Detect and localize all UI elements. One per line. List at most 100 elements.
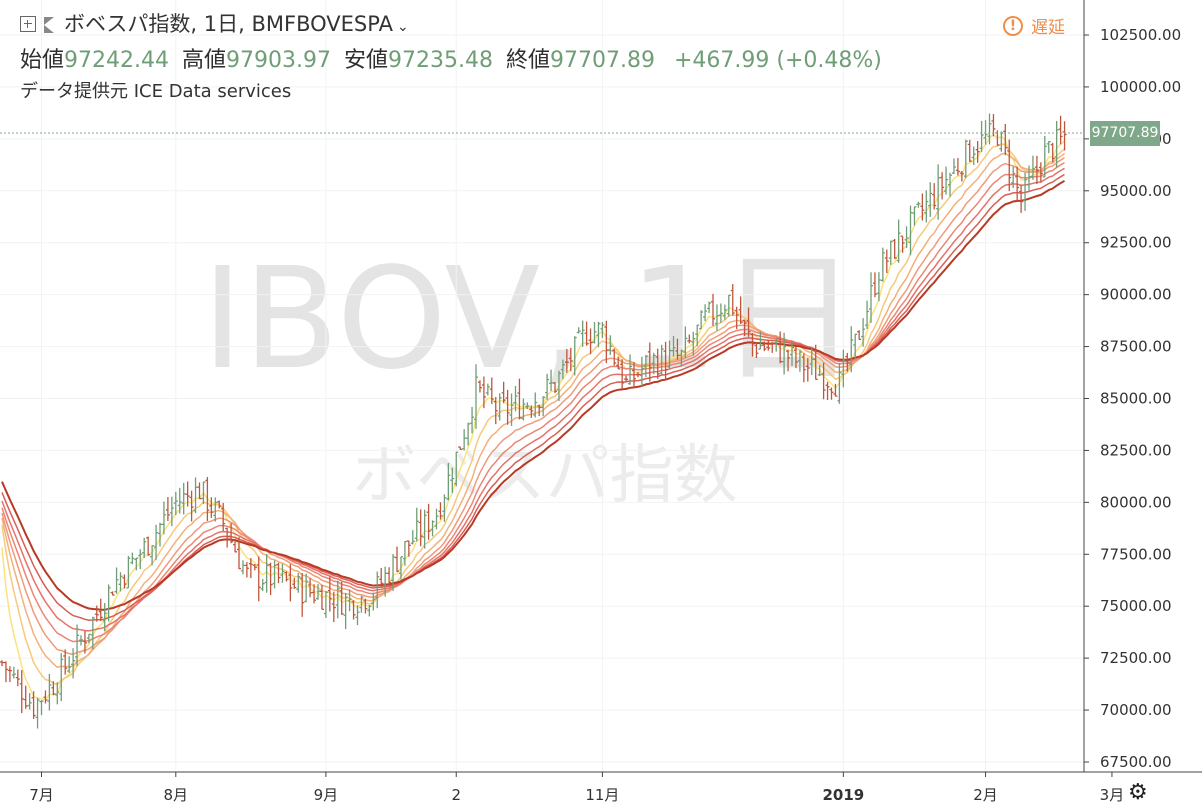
ohlc-bar <box>762 341 767 352</box>
ohlc-bar <box>27 693 32 710</box>
ohlc-bar <box>284 571 289 582</box>
symbol-title[interactable]: ボベスパ指数, 1日, BMFBOVESPA <box>64 12 393 36</box>
ohlc-bar <box>533 392 538 418</box>
symbol-title-row[interactable]: ボベスパ指数, 1日, BMFBOVESPA ⌄ <box>20 8 409 38</box>
ohlc-bar <box>1058 115 1063 145</box>
ohlc-bar <box>240 560 245 575</box>
ohlc-bar <box>71 648 76 679</box>
ohlc-bar <box>1042 135 1047 178</box>
ohlc-bar <box>31 691 36 719</box>
ohlc-bar <box>513 386 518 412</box>
ohlc-bar <box>47 673 52 711</box>
ohlc-bar <box>742 319 747 336</box>
y-tick-label: 85000.00 <box>1100 390 1172 408</box>
ohlc-bar <box>430 520 435 537</box>
ohlc-bar <box>790 341 794 367</box>
ohlc-bar <box>580 320 585 347</box>
y-tick-label: 72500.00 <box>1100 649 1172 667</box>
ma-line-40 <box>1 179 1066 611</box>
ohlc-bar <box>734 306 739 330</box>
ohlc-bar <box>351 600 356 620</box>
ohlc-bar <box>75 624 80 667</box>
y-tick-label: 90000.00 <box>1100 286 1172 304</box>
ohlc-bar <box>79 635 83 646</box>
ohlc-bar <box>900 235 905 253</box>
delay-indicator[interactable]: ! 遅延 <box>1003 13 1065 38</box>
ohlc-bar <box>15 669 20 687</box>
ohlc-bar <box>422 509 427 549</box>
ohlc-bar <box>312 584 317 604</box>
ohlc-bar <box>217 500 222 509</box>
x-tick-label: 8月 <box>164 786 189 804</box>
y-axis-ticks: 102500.00100000.0097500.0095000.0092500.… <box>1084 26 1181 771</box>
ohlc-bar <box>185 481 190 507</box>
ohlc-bar <box>940 172 945 200</box>
ohlc-bar <box>1003 124 1008 156</box>
ma-line-15 <box>1 152 1065 669</box>
expand-icon[interactable] <box>20 16 36 32</box>
ohlc-bar <box>252 563 257 571</box>
ohlc-bar <box>229 523 234 544</box>
ohlc-bar <box>651 352 656 375</box>
ohlc-bar <box>707 301 712 314</box>
ohlc-bar <box>635 371 640 378</box>
ohlc-bar <box>667 340 672 369</box>
ohlc-bar <box>110 591 115 596</box>
ohlc-bar <box>778 331 783 364</box>
y-tick-label: 77500.00 <box>1100 545 1172 563</box>
ohlc-bar <box>1054 120 1059 168</box>
ohlc-bar <box>477 380 482 393</box>
ohlc-bar <box>695 324 700 347</box>
ohlc-bar <box>225 527 230 548</box>
ohlc-bar <box>434 508 439 530</box>
ohlc-bar <box>1038 162 1043 183</box>
ohlc-bar <box>805 358 810 382</box>
ma-line-25 <box>1 161 1065 643</box>
ohlc-bar <box>201 481 206 505</box>
ohlc-bar <box>94 605 99 622</box>
ohlc-bar <box>256 556 261 602</box>
ohlc-bar <box>7 666 12 682</box>
x-axis-ticks: 7月 8月 9月 2 11月 2019 2月 3月 <box>29 772 1124 804</box>
ohlc-bar <box>793 347 798 369</box>
ohlc-bar <box>711 293 715 326</box>
ohlc-bar <box>150 545 155 566</box>
ohlc-bar <box>955 158 960 176</box>
ohlc-bars <box>0 113 1067 729</box>
ohlc-bar <box>154 524 159 561</box>
ohlc-bar <box>237 537 241 570</box>
ohlc-bar <box>161 501 166 535</box>
ohlc-bar <box>861 318 866 347</box>
ohlc-bar <box>639 356 644 387</box>
ohlc-bar <box>786 349 791 372</box>
gear-icon[interactable]: ⚙ <box>1128 780 1148 805</box>
y-tick-label: 92500.00 <box>1100 234 1172 252</box>
ohlc-bar <box>628 354 633 385</box>
ohlc-bar <box>130 552 135 565</box>
chevron-down-icon[interactable]: ⌄ <box>396 19 409 35</box>
ohlc-bar <box>264 553 269 593</box>
ohlc-bar <box>750 333 755 357</box>
ohlc-bar <box>1046 141 1051 154</box>
ohlc-bar <box>51 681 56 696</box>
flag-icon[interactable] <box>44 17 54 33</box>
ohlc-bar <box>971 146 976 165</box>
last-price-tag: 97707.89 <box>1090 121 1160 146</box>
ohlc-bar <box>928 182 933 217</box>
ohlc-bar <box>102 603 107 632</box>
ohlc-bar <box>371 592 376 611</box>
ohlc-bar <box>1030 155 1035 180</box>
ohlc-bar <box>841 349 846 388</box>
ohlc-bar <box>738 296 743 324</box>
ohlc-bar <box>754 342 759 359</box>
ohlc-bar <box>809 347 814 376</box>
ohlc-bar <box>23 685 28 709</box>
ohlc-bar <box>620 359 625 389</box>
ohlc-bar <box>454 451 459 487</box>
ohlc-bar <box>426 503 431 540</box>
ohlc-bar <box>624 375 629 382</box>
ma-line-5 <box>1 133 1065 701</box>
ohlc-bar <box>395 546 399 572</box>
ohlc-bar <box>655 348 660 379</box>
